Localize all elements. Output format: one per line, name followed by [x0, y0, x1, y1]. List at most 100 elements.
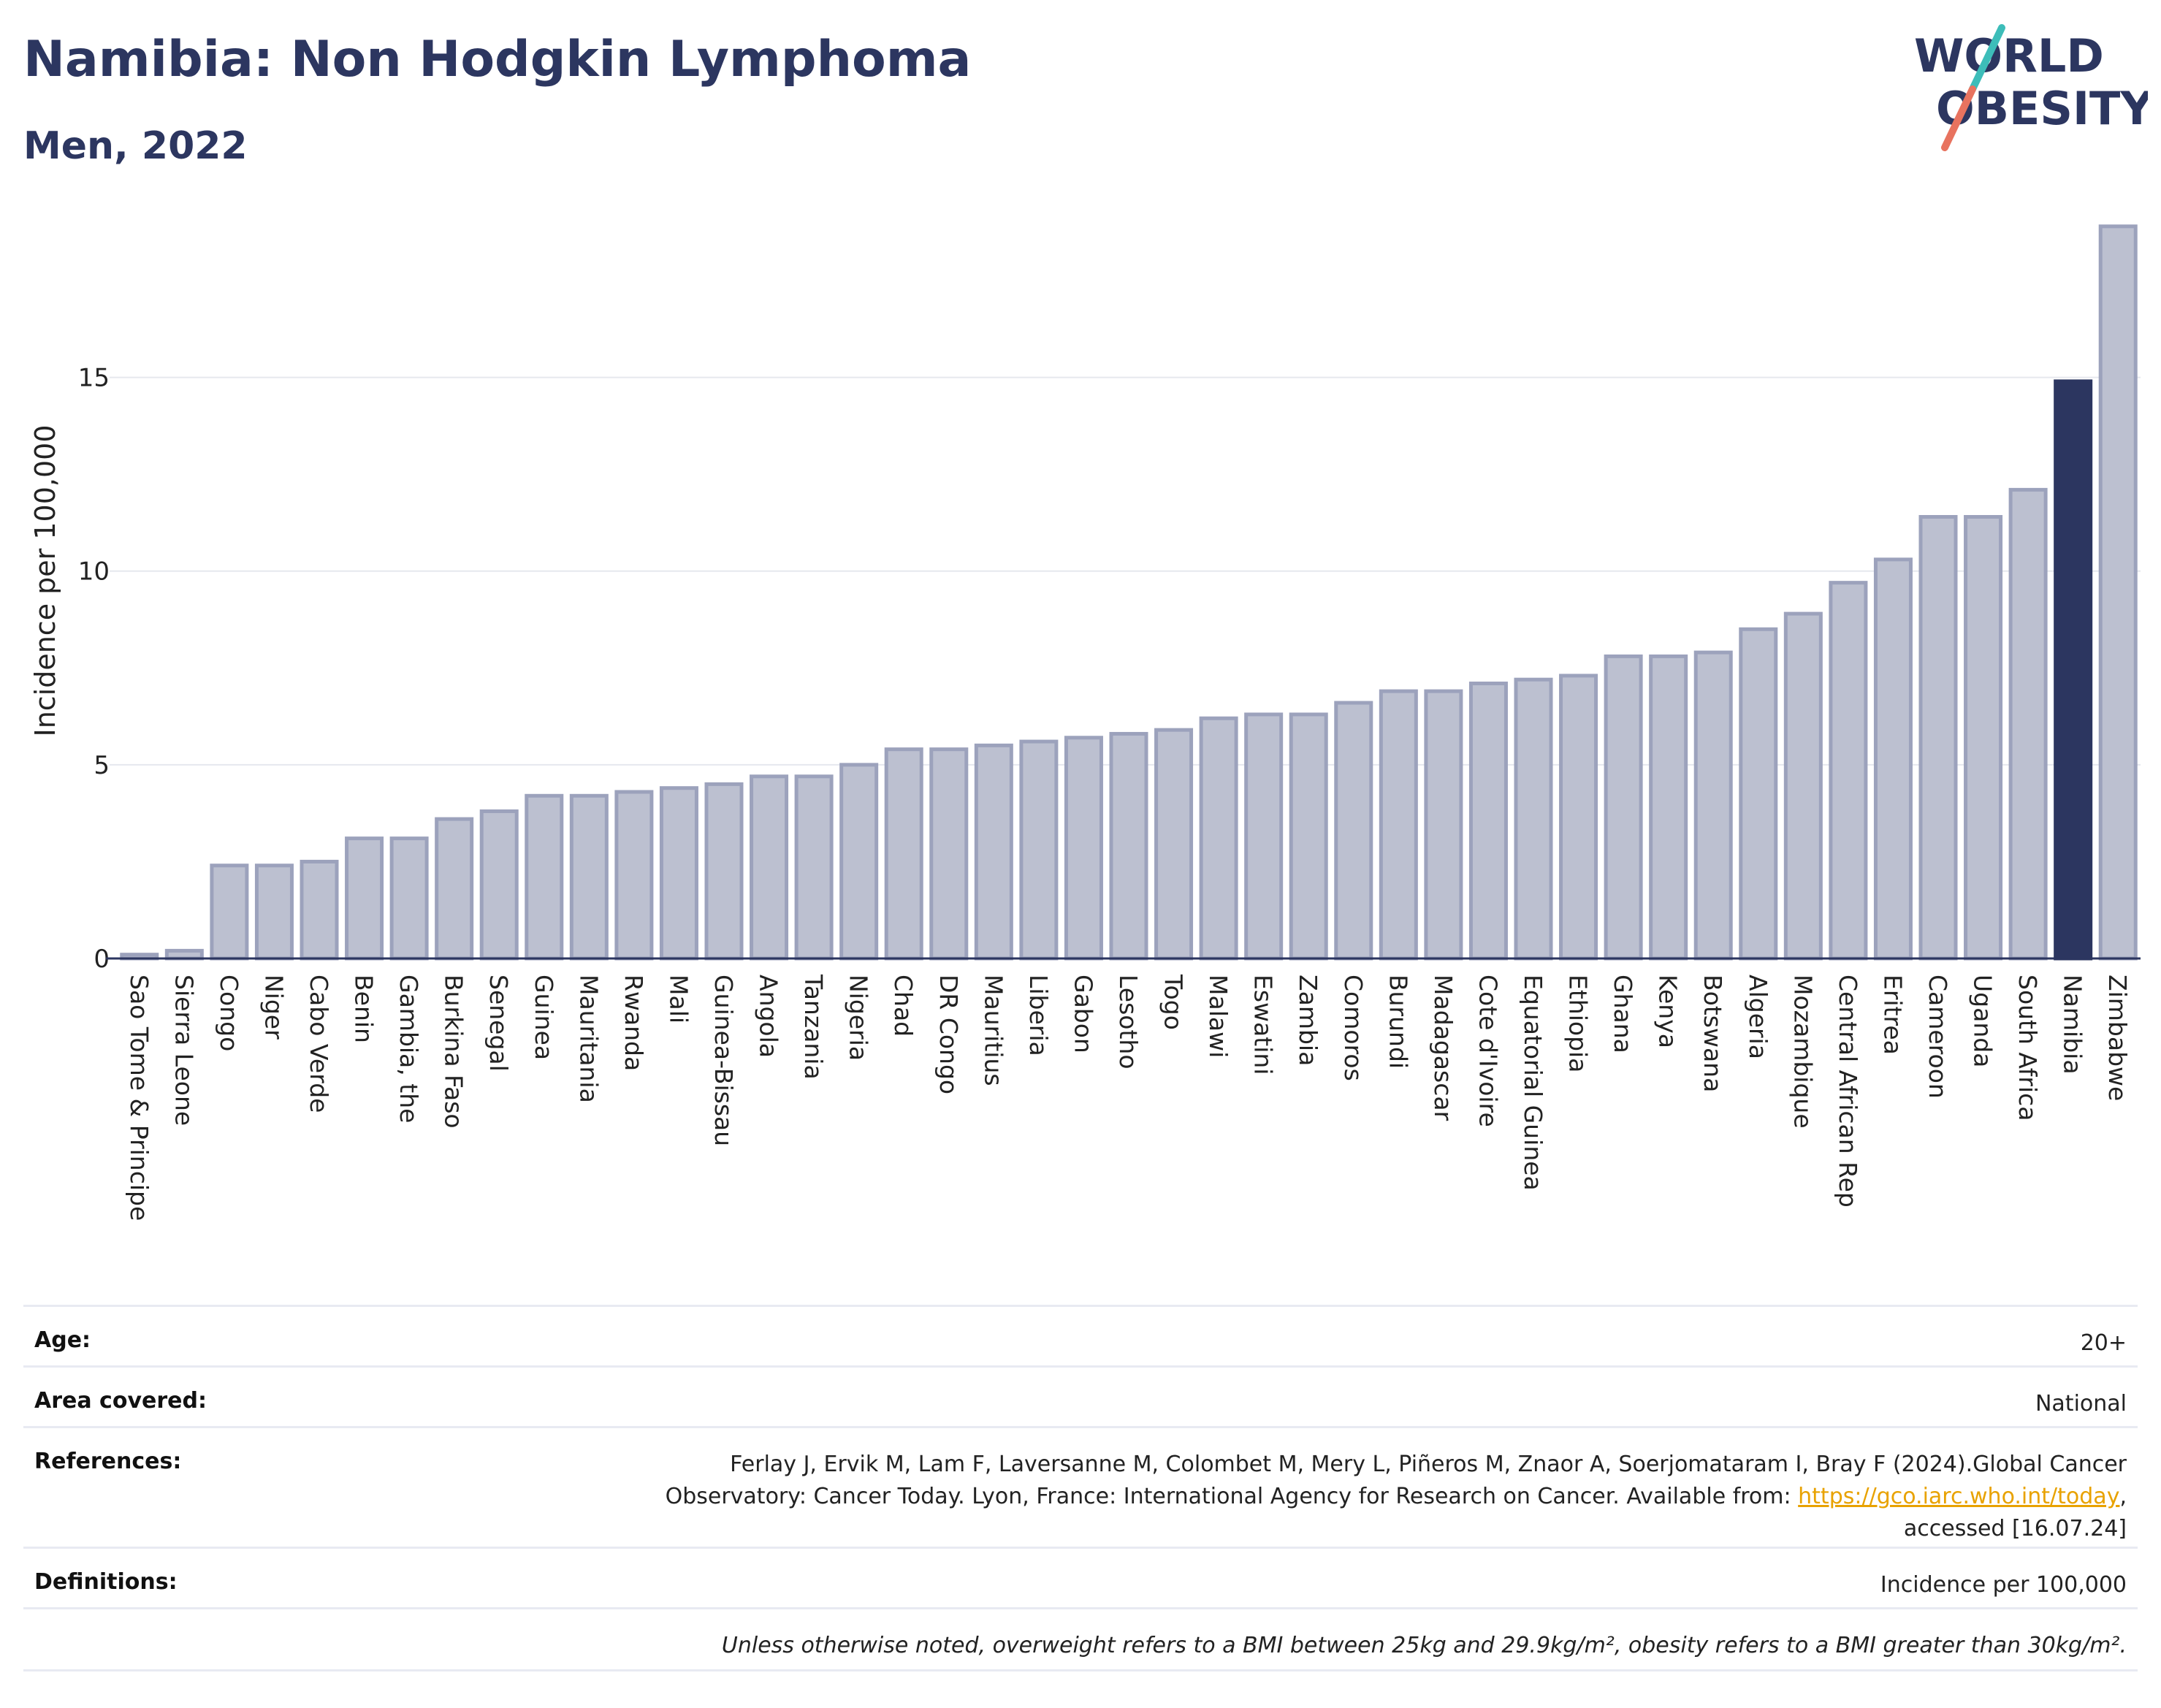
bar	[1199, 716, 1238, 961]
x-tick-label: Zimbabwe	[2103, 975, 2132, 1101]
bar	[164, 948, 204, 961]
y-tick-label: 5	[94, 751, 110, 780]
bar	[1154, 728, 1194, 961]
x-axis-labels: Sao Tome & Principe Sierra Leone Congo Nige…	[125, 974, 2132, 1221]
x-tick-label: Algeria	[1744, 975, 1772, 1059]
bar	[345, 836, 384, 961]
bar	[1739, 627, 1778, 961]
x-tick-label: Gabon	[1069, 975, 1097, 1053]
bar	[2008, 487, 2048, 961]
bar	[974, 743, 1013, 961]
bar	[1783, 611, 1823, 961]
x-tick-label: Chad	[889, 975, 918, 1037]
x-tick-label: South Africa	[2013, 975, 2042, 1121]
bar	[2098, 224, 2138, 961]
bar	[750, 774, 789, 961]
bar	[1019, 739, 1059, 961]
x-tick-label: Congo	[215, 975, 243, 1051]
info-table: Age: 20+ Area covered: National Referenc…	[23, 1305, 2138, 1671]
x-tick-label: Botswana	[1699, 975, 1727, 1092]
x-tick-label: DR Congo	[934, 975, 963, 1094]
reference-line-2-text: Observatory: Cancer Today. Lyon, France:…	[665, 1484, 1799, 1509]
x-tick-label: Liberia	[1024, 975, 1053, 1056]
bar	[1424, 689, 1463, 961]
x-tick-label: Niger	[259, 975, 288, 1040]
x-tick-label: Mauritius	[979, 975, 1007, 1086]
logo-word-world: WORLD	[1914, 29, 2104, 83]
x-tick-label: Zambia	[1294, 975, 1322, 1066]
x-tick-label: Guinea-Bissau	[709, 975, 738, 1146]
bar	[659, 786, 698, 961]
x-tick-label: Central African Rep	[1834, 975, 1862, 1208]
bar	[1109, 731, 1148, 961]
bar	[1334, 701, 1373, 961]
page-subtitle: Men, 2022	[23, 124, 248, 168]
x-tick-label: Cameroon	[1924, 975, 1952, 1099]
bar	[569, 793, 609, 961]
bar	[1064, 736, 1103, 961]
bar	[704, 782, 744, 961]
bar	[929, 747, 969, 961]
y-tick-label: 0	[94, 945, 110, 974]
x-tick-label: Namibia	[2059, 975, 2087, 1075]
bar	[1379, 689, 1418, 961]
info-row-area: Area covered: National	[23, 1365, 2138, 1426]
logo-slash-teal	[1969, 24, 2005, 93]
x-tick-label: Equatorial Guinea	[1519, 975, 1547, 1191]
x-tick-label: Togo	[1159, 974, 1188, 1030]
x-tick-label: Ghana	[1609, 975, 1637, 1053]
x-tick-label: Comoros	[1339, 975, 1368, 1081]
bar	[1289, 712, 1328, 961]
x-tick-label: Sierra Leone	[169, 975, 198, 1126]
x-tick-label: Mauritania	[574, 975, 603, 1103]
bar	[884, 747, 923, 961]
x-tick-label: Mali	[664, 975, 693, 1023]
age-value: 20+	[2080, 1330, 2127, 1356]
x-tick-label: Sao Tome & Principe	[125, 975, 153, 1221]
x-tick-label: Cabo Verde	[305, 975, 333, 1113]
bar	[1468, 682, 1508, 961]
bar	[1829, 581, 1868, 961]
bar-highlight	[2054, 379, 2093, 961]
x-tick-label: Mozambique	[1788, 975, 1817, 1129]
reference-line-1: Ferlay J, Ervik M, Lam F, Laversanne M, …	[730, 1452, 2127, 1477]
bar	[1693, 650, 1733, 961]
x-tick-label: Eswatini	[1249, 975, 1278, 1075]
bar	[794, 774, 834, 961]
world-obesity-logo: WORLD OBESITY	[1914, 24, 2148, 151]
bar	[1514, 677, 1553, 961]
info-row-references: References: Ferlay J, Ervik M, Lam F, La…	[23, 1426, 2138, 1547]
bar	[254, 863, 294, 961]
reference-line-2: Observatory: Cancer Today. Lyon, France:…	[666, 1481, 2127, 1513]
bar	[614, 790, 654, 961]
x-tick-label: Rwanda	[620, 975, 648, 1071]
info-row-definitions: Definitions: Incidence per 100,000	[23, 1547, 2138, 1607]
bmi-note: Unless otherwise noted, overweight refer…	[721, 1633, 2127, 1658]
bar-chart: 0 5 10 15 Sao Tome & Principe Sierra Leone Co…	[29, 224, 2141, 1221]
x-tick-label: Uganda	[1969, 975, 1997, 1067]
bar	[389, 836, 429, 961]
reference-link[interactable]: https://gco.iarc.who.int/today	[1798, 1484, 2120, 1509]
age-label: Age:	[34, 1327, 91, 1353]
bar	[1559, 674, 1598, 961]
x-tick-label: Angola	[755, 975, 783, 1058]
x-tick-label: Gambia, the	[395, 975, 423, 1123]
x-tick-label: Burkina Faso	[440, 975, 468, 1129]
x-tick-label: Guinea	[530, 975, 558, 1060]
x-tick-label: Burundi	[1384, 975, 1412, 1069]
bar	[210, 863, 249, 961]
bar	[525, 793, 564, 961]
y-axis-ticks: 0 5 10 15	[78, 364, 110, 974]
x-tick-label: Malawi	[1204, 975, 1232, 1058]
bar	[1244, 712, 1284, 961]
references-label: References:	[34, 1449, 182, 1474]
bar	[1604, 654, 1643, 961]
info-row-note: Unless otherwise noted, overweight refer…	[23, 1607, 2138, 1671]
x-tick-label: Ethiopia	[1564, 975, 1593, 1072]
bar	[839, 763, 879, 961]
x-tick-label: Senegal	[484, 975, 513, 1072]
bar	[1649, 654, 1688, 961]
bar	[1873, 557, 1913, 961]
definitions-value: Incidence per 100,000	[1880, 1572, 2127, 1598]
bars	[120, 224, 2138, 961]
